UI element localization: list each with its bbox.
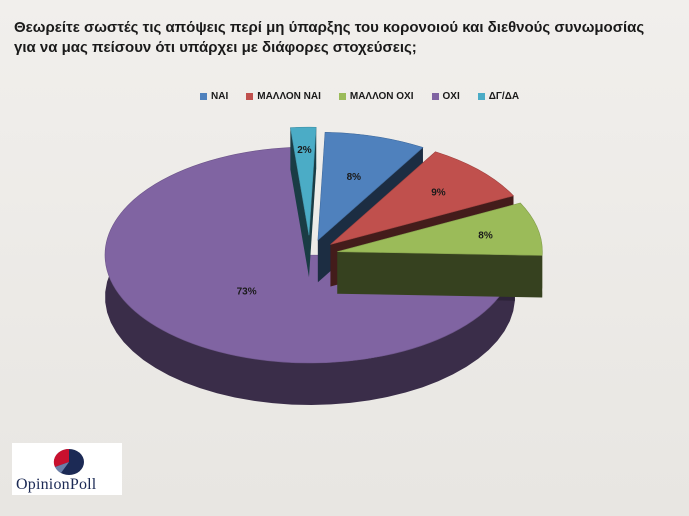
legend-label-mallon-oxi: ΜΑΛΛΟΝ ΟΧΙ bbox=[349, 91, 414, 102]
chart-legend: ΝΑΙ ΜΑΛΛΟΝ ΝΑΙ ΜΑΛΛΟΝ ΟΧΙ ΟΧΙ ΔΓ/ΔΑ bbox=[200, 91, 519, 102]
legend-item-mallon-oxi: ΜΑΛΛΟΝ ΟΧΙ bbox=[338, 91, 414, 102]
pie-slice-edge-4-1 bbox=[308, 127, 317, 278]
legend-swatch-nai bbox=[200, 93, 207, 100]
data-label-0: 8% bbox=[347, 172, 362, 183]
data-label-4: 2% bbox=[297, 145, 312, 156]
legend-swatch-dg-da bbox=[477, 93, 485, 100]
legend-item-nai: ΝΑΙ bbox=[200, 91, 228, 102]
legend-swatch-mallon-oxi bbox=[338, 93, 346, 100]
pie-slice-edge-4-0 bbox=[290, 127, 309, 278]
logo-text: OpinionPoll bbox=[16, 476, 97, 493]
pie-slice-top-0 bbox=[317, 131, 424, 241]
chart-title: Θεωρείτε σωστές τις απόψεις περί μη ύπαρ… bbox=[14, 19, 645, 56]
legend-label-nai: ΝΑΙ bbox=[211, 91, 229, 102]
data-label-2: 8% bbox=[478, 231, 493, 242]
pie-slice-top-1 bbox=[330, 151, 515, 245]
pie-slice-edge-2-1 bbox=[337, 251, 543, 298]
legend-label-mallon-nai: ΜΑΛΛΟΝ ΝΑΙ bbox=[257, 91, 321, 102]
pie-slice-top-4 bbox=[290, 126, 317, 236]
legend-item-dg-da: ΔΓ/ΔΑ bbox=[477, 91, 520, 102]
legend-item-mallon-nai: ΜΑΛΛΟΝ ΝΑΙ bbox=[246, 91, 321, 102]
opinionpoll-logo: OpinionPoll bbox=[12, 443, 122, 495]
legend-item-oxi: ΟΧΙ bbox=[431, 91, 460, 102]
data-label-3: 73% bbox=[237, 286, 257, 297]
legend-swatch-mallon-nai bbox=[246, 93, 254, 100]
data-label-1: 9% bbox=[431, 187, 446, 198]
pie-slice-4 bbox=[290, 126, 317, 278]
legend-label-oxi: ΟΧΙ bbox=[442, 91, 460, 102]
logo-mark-icon bbox=[53, 448, 84, 475]
legend-swatch-oxi bbox=[431, 93, 439, 100]
legend-label-dg-da: ΔΓ/ΔΑ bbox=[488, 91, 520, 102]
pie-slice-top-2 bbox=[337, 202, 543, 256]
pie-slice-2 bbox=[337, 202, 543, 298]
